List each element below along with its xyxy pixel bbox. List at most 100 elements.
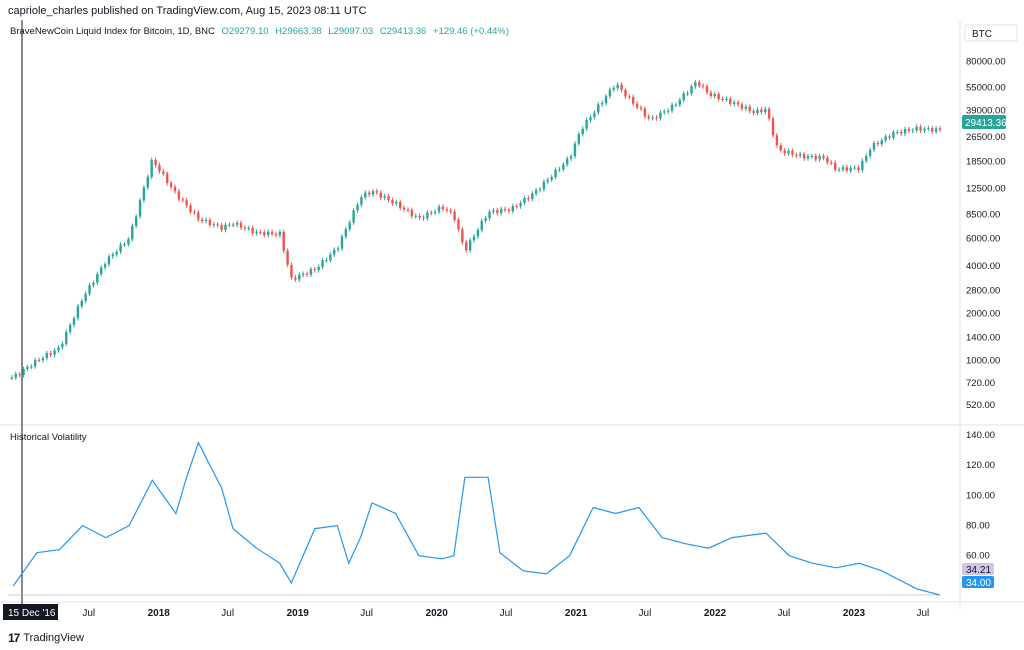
price-candle-75 xyxy=(301,273,305,275)
price-candle-71 xyxy=(286,250,289,265)
price-candle-17 xyxy=(76,306,80,319)
price-candle-148 xyxy=(585,119,588,129)
price-candle-46 xyxy=(189,205,192,212)
price-candle-133 xyxy=(527,197,530,199)
price-tick-7: 6000.00 xyxy=(966,233,1000,244)
price-series xyxy=(10,79,942,380)
price-candle-190 xyxy=(748,106,751,111)
price-candle-6 xyxy=(33,359,37,367)
price-candle-200 xyxy=(787,150,790,154)
price-candle-30 xyxy=(127,239,130,245)
price-candle-211 xyxy=(830,162,833,164)
price-candle-65 xyxy=(263,232,266,236)
chart-frame[interactable]: BTC BraveNewCoin Liquid Index for Bitcoi… xyxy=(0,20,1024,630)
price-candle-115 xyxy=(457,219,460,230)
time-tick-2: Jul xyxy=(221,608,234,619)
price-candle-223 xyxy=(876,142,880,145)
price-candle-1 xyxy=(14,374,17,378)
price-candle-141 xyxy=(558,169,561,171)
footer-brand-text: TradingView xyxy=(23,632,84,644)
price-candle-49 xyxy=(200,219,204,222)
last-price-label-box xyxy=(962,115,1006,129)
price-candle-182 xyxy=(717,94,720,99)
price-candle-158 xyxy=(624,89,627,97)
legend-change: +129.46 (+0.44%) xyxy=(433,26,509,37)
price-candle-47 xyxy=(193,211,196,213)
price-candle-94 xyxy=(375,191,379,193)
price-candle-143 xyxy=(566,158,569,165)
price-candle-178 xyxy=(701,85,705,87)
legend-open: O29279.10 xyxy=(222,26,269,37)
volatility-axis[interactable]: 140.00 120.00 100.00 80.00 60.00 xyxy=(966,430,995,562)
price-candle-137 xyxy=(542,181,546,190)
price-candle-196 xyxy=(771,118,775,136)
price-candle-149 xyxy=(589,117,592,120)
price-candle-231 xyxy=(907,129,911,131)
price-candle-14 xyxy=(65,331,68,344)
price-candle-164 xyxy=(647,116,650,119)
price-candle-203 xyxy=(799,154,802,156)
price-candle-118 xyxy=(468,240,472,251)
price-candle-52 xyxy=(212,224,216,226)
price-candle-45 xyxy=(185,200,188,206)
price-candle-230 xyxy=(903,129,907,134)
price-candle-90 xyxy=(360,197,363,205)
currency-badge[interactable]: BTC xyxy=(972,29,992,40)
price-candle-229 xyxy=(899,132,903,134)
price-candle-55 xyxy=(224,224,227,230)
symbol-legend: BraveNewCoin Liquid Index for Bitcoin, 1… xyxy=(10,26,509,37)
price-candle-97 xyxy=(387,196,390,200)
price-axis[interactable]: 80000.00 55000.00 39000.00 26500.00 18500.00… xyxy=(966,57,1006,411)
price-candle-119 xyxy=(472,236,476,241)
volatility-tick-3: 80.00 xyxy=(966,521,990,532)
price-candle-50 xyxy=(204,219,208,222)
price-candle-180 xyxy=(709,92,713,96)
price-candle-120 xyxy=(476,230,480,237)
price-candle-99 xyxy=(395,202,398,204)
price-candle-145 xyxy=(573,143,577,157)
price-candle-170 xyxy=(670,104,674,111)
price-candle-62 xyxy=(251,227,254,234)
chart-svg[interactable]: BTC BraveNewCoin Liquid Index for Bitcoi… xyxy=(0,20,1024,630)
price-candle-13 xyxy=(61,343,64,348)
price-candle-101 xyxy=(402,207,406,210)
price-candle-210 xyxy=(826,158,829,163)
time-tick-10: Jul xyxy=(778,608,791,619)
price-candle-161 xyxy=(635,103,639,108)
price-candle-21 xyxy=(92,282,95,286)
footer-brand[interactable]: 17 TradingView xyxy=(8,631,84,645)
price-candle-135 xyxy=(534,190,538,194)
price-candle-111 xyxy=(441,206,445,210)
price-candle-156 xyxy=(616,84,619,89)
price-candle-193 xyxy=(760,109,763,113)
publish-line: capriole_charles published on TradingVie… xyxy=(8,5,367,17)
price-candle-186 xyxy=(732,102,736,104)
price-candle-67 xyxy=(270,231,274,234)
price-candle-60 xyxy=(243,227,247,229)
crosshair-date-box xyxy=(3,604,58,620)
price-candle-239 xyxy=(938,128,942,130)
price-tick-1: 55000.00 xyxy=(966,82,1006,93)
price-candle-184 xyxy=(725,98,728,100)
price-candle-157 xyxy=(620,84,623,90)
price-candle-194 xyxy=(764,109,767,113)
price-candle-66 xyxy=(266,231,270,236)
currency-badge-box[interactable] xyxy=(964,24,1018,42)
time-tick-8: Jul xyxy=(639,608,652,619)
price-candle-89 xyxy=(356,204,359,211)
price-candle-189 xyxy=(744,106,748,109)
price-candle-39 xyxy=(162,171,165,174)
price-candle-172 xyxy=(678,99,682,105)
price-candle-25 xyxy=(107,256,111,265)
time-tick-7: 2021 xyxy=(565,608,588,619)
price-candle-187 xyxy=(736,102,740,105)
price-candle-237 xyxy=(931,127,934,132)
price-candle-235 xyxy=(923,128,926,131)
price-candle-152 xyxy=(600,102,604,105)
price-candle-151 xyxy=(597,104,600,113)
price-candle-116 xyxy=(461,229,464,243)
time-axis[interactable]: Jul 2018 Jul 2019 Jul 2020 Jul 2021 Jul 2022 Jul 20… xyxy=(82,608,929,619)
price-candle-198 xyxy=(779,145,782,151)
price-candle-77 xyxy=(309,269,313,275)
price-candle-35 xyxy=(146,176,149,188)
